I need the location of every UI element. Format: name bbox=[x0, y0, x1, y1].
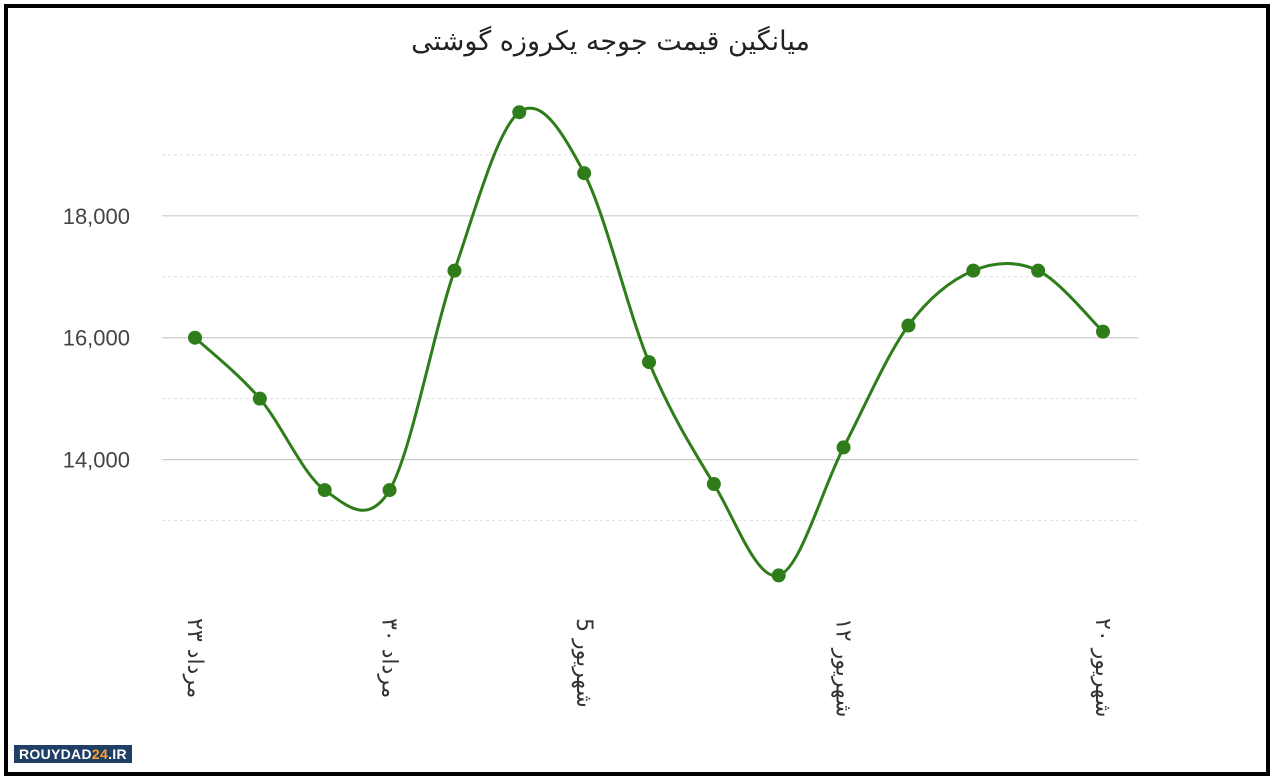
x-tick-label: ۲۰ شهریور bbox=[1090, 618, 1115, 717]
series-points bbox=[188, 105, 1110, 583]
data-point bbox=[577, 166, 592, 181]
data-point bbox=[901, 318, 916, 333]
data-point bbox=[706, 477, 721, 491]
watermark-brand: ROUYDAD bbox=[19, 746, 92, 762]
site-watermark: ROUYDAD24.IR bbox=[14, 745, 132, 763]
x-tick-label: ۳۰ مرداد bbox=[377, 618, 402, 698]
data-point bbox=[836, 440, 851, 455]
watermark-domain: .IR bbox=[108, 746, 127, 762]
y-tick-label: 16,000 bbox=[63, 326, 130, 351]
chart-frame bbox=[4, 4, 1270, 776]
data-point bbox=[1031, 263, 1046, 278]
data-point bbox=[966, 263, 981, 278]
data-point bbox=[771, 568, 786, 583]
data-point bbox=[447, 263, 462, 278]
x-tick-label: 5 شهریور bbox=[571, 618, 596, 708]
series-line bbox=[193, 106, 1105, 578]
minor-gridlines bbox=[162, 154, 1138, 522]
data-point bbox=[512, 105, 527, 120]
major-gridlines bbox=[162, 215, 1138, 461]
x-axis-ticks: ۲۳ مرداد ۳۰ مرداد 5 شهریور ۱۲ شهریور ۲۰ شهری… bbox=[182, 618, 1115, 717]
data-point bbox=[188, 330, 202, 345]
data-point bbox=[642, 355, 656, 370]
chart-title: میانگین قیمت جوجه یکروزه گوشتی bbox=[411, 26, 810, 57]
data-point bbox=[317, 483, 332, 498]
x-tick-label: ۲۳ مرداد bbox=[182, 618, 207, 698]
y-axis-ticks: 14,000 16,000 18,000 bbox=[63, 204, 130, 473]
data-point bbox=[382, 483, 397, 498]
y-tick-label: 18,000 bbox=[63, 204, 130, 229]
x-tick-label: ۱۲ شهریور bbox=[831, 618, 856, 717]
y-tick-label: 14,000 bbox=[63, 448, 130, 473]
watermark-number: 24 bbox=[91, 746, 109, 762]
data-point bbox=[1096, 324, 1110, 339]
data-point bbox=[252, 391, 267, 406]
